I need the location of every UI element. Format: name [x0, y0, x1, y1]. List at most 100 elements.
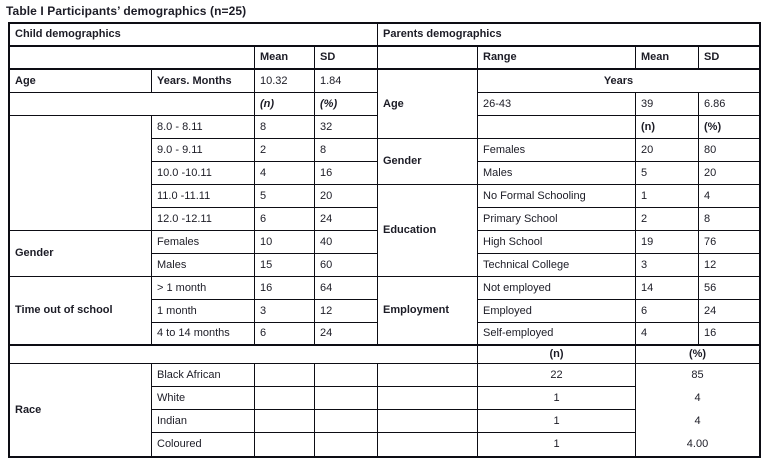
child-sd-header: SD — [315, 47, 378, 70]
child-school-n: 6 — [255, 323, 315, 346]
race-pct-values: 85 4 4 4.00 — [636, 364, 759, 456]
parents-gender-row: Males — [478, 162, 636, 185]
child-gender-pct: 40 — [315, 231, 378, 254]
child-header-spacer — [10, 47, 255, 70]
race-n-header: (n) — [478, 346, 636, 364]
race-empty — [255, 433, 315, 456]
parents-employment-pct: 16 — [699, 323, 759, 346]
race-empty — [378, 410, 478, 433]
parents-age-sd: 6.86 — [699, 93, 759, 116]
child-age-band: 8.0 - 8.11 — [152, 116, 255, 139]
race-empty — [315, 387, 378, 410]
parents-education-row: High School — [478, 231, 636, 254]
child-gender-row: Males — [152, 254, 255, 277]
race-pct-value: 85 — [691, 369, 704, 381]
parents-mean-header: Mean — [636, 47, 699, 70]
parents-gender-label: Gender — [378, 139, 478, 185]
parents-employment-pct: 24 — [699, 300, 759, 323]
race-empty — [315, 410, 378, 433]
child-mean-header: Mean — [255, 47, 315, 70]
race-row-label: White — [152, 387, 255, 410]
race-empty — [378, 433, 478, 456]
parents-education-n: 1 — [636, 185, 699, 208]
parents-gender-pct: 80 — [699, 139, 759, 162]
parents-education-n: 19 — [636, 231, 699, 254]
parents-employment-label: Employment — [378, 277, 478, 346]
parents-gender-n: 20 — [636, 139, 699, 162]
parents-education-pct: 4 — [699, 185, 759, 208]
child-age-band-pct: 32 — [315, 116, 378, 139]
child-gender-label: Gender — [10, 231, 152, 277]
parents-education-pct: 8 — [699, 208, 759, 231]
child-school-label: Time out of school — [10, 277, 152, 346]
parents-employment-row: Self-employed — [478, 323, 636, 346]
child-n-header: (n) — [255, 93, 315, 116]
race-pct-header: (%) — [636, 346, 759, 364]
parents-gender-n: 5 — [636, 162, 699, 185]
race-row-label: Black African — [152, 364, 255, 387]
child-gender-n: 10 — [255, 231, 315, 254]
race-n-value: 22 — [478, 364, 636, 387]
race-label: Race — [10, 364, 152, 456]
child-gender-pct: 60 — [315, 254, 378, 277]
parents-education-row: Primary School — [478, 208, 636, 231]
parents-age-label: Age — [378, 70, 478, 139]
parents-employment-row: Not employed — [478, 277, 636, 300]
child-age-band-pct: 24 — [315, 208, 378, 231]
parents-education-pct: 12 — [699, 254, 759, 277]
race-empty — [378, 387, 478, 410]
child-age-band-n: 6 — [255, 208, 315, 231]
race-empty — [255, 387, 315, 410]
parents-age-unit: Years — [478, 70, 759, 93]
child-ageband-spacer — [10, 116, 152, 231]
race-pct-value: 4.00 — [686, 438, 709, 450]
child-school-row: > 1 month — [152, 277, 255, 300]
parents-education-label: Education — [378, 185, 478, 277]
parents-gender-pct: 20 — [699, 162, 759, 185]
race-empty — [315, 364, 378, 387]
parents-education-row: No Formal Schooling — [478, 185, 636, 208]
child-section-header: Child demographics — [10, 24, 378, 47]
child-age-band-pct: 20 — [315, 185, 378, 208]
race-empty — [315, 433, 378, 456]
child-school-pct: 12 — [315, 300, 378, 323]
race-n-value: 1 — [478, 387, 636, 410]
parents-employment-pct: 56 — [699, 277, 759, 300]
child-gender-n: 15 — [255, 254, 315, 277]
parents-employment-n: 6 — [636, 300, 699, 323]
child-age-band-n: 8 — [255, 116, 315, 139]
parents-education-row: Technical College — [478, 254, 636, 277]
parents-section-header: Parents demographics — [378, 24, 759, 47]
race-pct-value: 4 — [694, 392, 701, 404]
child-age-band: 9.0 - 9.11 — [152, 139, 255, 162]
child-age-mean: 10.32 — [255, 70, 315, 93]
child-age-sd: 1.84 — [315, 70, 378, 93]
race-empty — [255, 364, 315, 387]
race-row-label: Indian — [152, 410, 255, 433]
parents-employment-n: 4 — [636, 323, 699, 346]
parents-education-n: 2 — [636, 208, 699, 231]
child-school-n: 3 — [255, 300, 315, 323]
parents-sd-header: SD — [699, 47, 759, 70]
parents-gender-row: Females — [478, 139, 636, 162]
child-age-band-pct: 8 — [315, 139, 378, 162]
race-n-value: 1 — [478, 410, 636, 433]
child-age-band-n: 2 — [255, 139, 315, 162]
child-school-n: 16 — [255, 277, 315, 300]
race-empty — [255, 410, 315, 433]
parents-education-n: 3 — [636, 254, 699, 277]
child-school-row: 4 to 14 months — [152, 323, 255, 346]
parents-pct-header: (%) — [699, 116, 759, 139]
child-age-label: Age — [10, 70, 152, 93]
child-age-band-pct: 16 — [315, 162, 378, 185]
parents-education-pct: 76 — [699, 231, 759, 254]
parents-age-mean: 39 — [636, 93, 699, 116]
parents-age-range: 26-43 — [478, 93, 636, 116]
parents-range-header: Range — [478, 47, 636, 70]
child-age-unit: Years. Months — [152, 70, 255, 93]
parents-header-spacer — [378, 47, 478, 70]
child-age-band: 12.0 -12.11 — [152, 208, 255, 231]
parents-employment-row: Employed — [478, 300, 636, 323]
child-school-pct: 64 — [315, 277, 378, 300]
race-row-label: Coloured — [152, 433, 255, 456]
